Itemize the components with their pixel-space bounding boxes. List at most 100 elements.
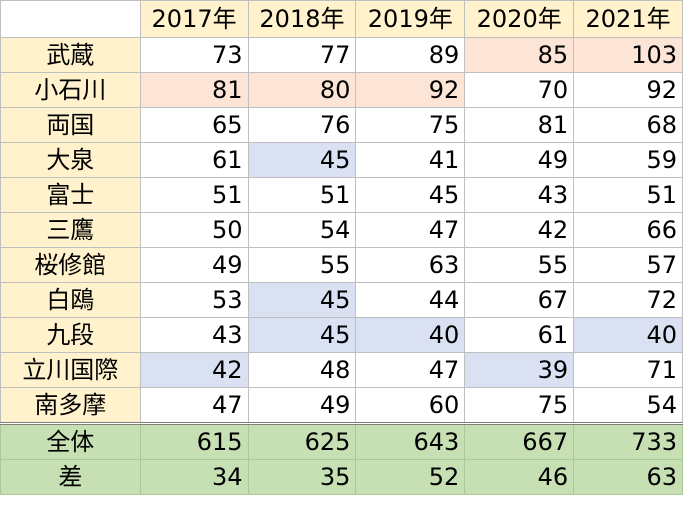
value-cell[interactable]: 49	[247, 387, 357, 424]
summary-value-cell[interactable]: 733	[573, 422, 683, 460]
value-cell[interactable]: 71	[573, 352, 683, 388]
school-name-cell[interactable]: 南多摩	[0, 387, 141, 424]
school-row: 九段 43 45 40 61 40	[0, 317, 683, 353]
summary-value-cell[interactable]: 46	[464, 459, 575, 495]
value-cell[interactable]: 61	[139, 142, 249, 178]
spreadsheet-body: 2017年 2018年 2019年 2020年 2021年 武蔵 73 77 89 85…	[0, 0, 683, 495]
school-name-cell[interactable]: 九段	[0, 317, 141, 353]
value-cell[interactable]: 54	[247, 212, 357, 248]
value-cell[interactable]: 47	[139, 387, 249, 424]
value-cell[interactable]: 59	[573, 142, 683, 178]
value-cell[interactable]: 75	[355, 107, 466, 143]
summary-row: 全体 615 625 643 667 733	[0, 422, 683, 460]
school-name-cell[interactable]: 武蔵	[0, 37, 141, 73]
corner-cell[interactable]	[0, 0, 141, 38]
value-cell[interactable]: 40	[573, 317, 683, 353]
school-name-cell[interactable]: 両国	[0, 107, 141, 143]
value-cell[interactable]: 89	[355, 37, 466, 73]
value-cell[interactable]: 63	[355, 247, 466, 283]
school-row: 白鴎 53 45 44 67 72	[0, 282, 683, 318]
value-cell[interactable]: 54	[573, 387, 683, 424]
school-row: 富士 51 51 45 43 51	[0, 177, 683, 213]
value-cell[interactable]: 66	[573, 212, 683, 248]
school-row: 小石川 81 80 92 70 92	[0, 72, 683, 108]
school-row: 南多摩 47 49 60 75 54	[0, 387, 683, 424]
value-cell[interactable]: 49	[139, 247, 249, 283]
value-cell[interactable]: 103	[573, 37, 683, 73]
value-cell[interactable]: 65	[139, 107, 249, 143]
school-name-cell[interactable]: 立川国際	[0, 352, 141, 388]
school-row: 武蔵 73 77 89 85 103	[0, 37, 683, 73]
value-cell[interactable]: 81	[464, 107, 575, 143]
summary-value-cell[interactable]: 35	[247, 459, 357, 495]
value-cell[interactable]: 70	[464, 72, 575, 108]
summary-value-cell[interactable]: 52	[355, 459, 466, 495]
summary-label-cell[interactable]: 差	[0, 459, 141, 495]
summary-value-cell[interactable]: 643	[355, 422, 466, 460]
year-header-cell[interactable]: 2017年	[139, 0, 249, 38]
summary-label-cell[interactable]: 全体	[0, 422, 141, 460]
summary-value-cell[interactable]: 667	[464, 422, 575, 460]
summary-row: 差 34 35 52 46 63	[0, 459, 683, 495]
value-cell[interactable]: 51	[139, 177, 249, 213]
value-cell[interactable]: 42	[464, 212, 575, 248]
school-row: 両国 65 76 75 81 68	[0, 107, 683, 143]
value-cell[interactable]: 51	[247, 177, 357, 213]
value-cell[interactable]: 43	[464, 177, 575, 213]
summary-value-cell[interactable]: 615	[139, 422, 249, 460]
school-name-cell[interactable]: 桜修館	[0, 247, 141, 283]
value-cell[interactable]: 42	[139, 352, 249, 388]
value-cell[interactable]: 57	[573, 247, 683, 283]
year-header-cell[interactable]: 2018年	[247, 0, 357, 38]
value-cell[interactable]: 68	[573, 107, 683, 143]
value-cell[interactable]: 81	[139, 72, 249, 108]
school-row: 三鷹 50 54 47 42 66	[0, 212, 683, 248]
school-row: 桜修館 49 55 63 55 57	[0, 247, 683, 283]
value-cell[interactable]: 50	[139, 212, 249, 248]
school-name-cell[interactable]: 大泉	[0, 142, 141, 178]
school-name-cell[interactable]: 小石川	[0, 72, 141, 108]
school-row: 立川国際 42 48 47 39 71	[0, 352, 683, 388]
spreadsheet-table: 2017年 2018年 2019年 2020年 2021年 武蔵 73 77 89 85…	[0, 0, 683, 495]
header-row: 2017年 2018年 2019年 2020年 2021年	[0, 0, 683, 38]
value-cell[interactable]: 43	[139, 317, 249, 353]
value-cell[interactable]: 77	[247, 37, 357, 73]
year-header-cell[interactable]: 2020年	[464, 0, 575, 38]
value-cell[interactable]: 45	[247, 142, 357, 178]
value-cell[interactable]: 47	[355, 212, 466, 248]
value-cell[interactable]: 45	[355, 177, 466, 213]
value-cell[interactable]: 55	[464, 247, 575, 283]
year-header-cell[interactable]: 2019年	[355, 0, 466, 38]
school-row: 大泉 61 45 41 49 59	[0, 142, 683, 178]
value-cell[interactable]: 48	[247, 352, 357, 388]
summary-value-cell[interactable]: 63	[573, 459, 683, 495]
value-cell[interactable]: 72	[573, 282, 683, 318]
value-cell[interactable]: 51	[573, 177, 683, 213]
value-cell[interactable]: 80	[247, 72, 357, 108]
school-name-cell[interactable]: 三鷹	[0, 212, 141, 248]
value-cell[interactable]: 45	[247, 282, 357, 318]
value-cell[interactable]: 39	[464, 352, 575, 388]
value-cell[interactable]: 44	[355, 282, 466, 318]
summary-value-cell[interactable]: 625	[247, 422, 357, 460]
school-name-cell[interactable]: 富士	[0, 177, 141, 213]
value-cell[interactable]: 55	[247, 247, 357, 283]
value-cell[interactable]: 75	[464, 387, 575, 424]
value-cell[interactable]: 49	[464, 142, 575, 178]
value-cell[interactable]: 41	[355, 142, 466, 178]
value-cell[interactable]: 40	[355, 317, 466, 353]
value-cell[interactable]: 67	[464, 282, 575, 318]
value-cell[interactable]: 92	[355, 72, 466, 108]
year-header-cell[interactable]: 2021年	[573, 0, 683, 38]
summary-value-cell[interactable]: 34	[139, 459, 249, 495]
value-cell[interactable]: 73	[139, 37, 249, 73]
value-cell[interactable]: 53	[139, 282, 249, 318]
value-cell[interactable]: 85	[464, 37, 575, 73]
value-cell[interactable]: 45	[247, 317, 357, 353]
value-cell[interactable]: 60	[355, 387, 466, 424]
value-cell[interactable]: 92	[573, 72, 683, 108]
value-cell[interactable]: 47	[355, 352, 466, 388]
school-name-cell[interactable]: 白鴎	[0, 282, 141, 318]
value-cell[interactable]: 61	[464, 317, 575, 353]
value-cell[interactable]: 76	[247, 107, 357, 143]
